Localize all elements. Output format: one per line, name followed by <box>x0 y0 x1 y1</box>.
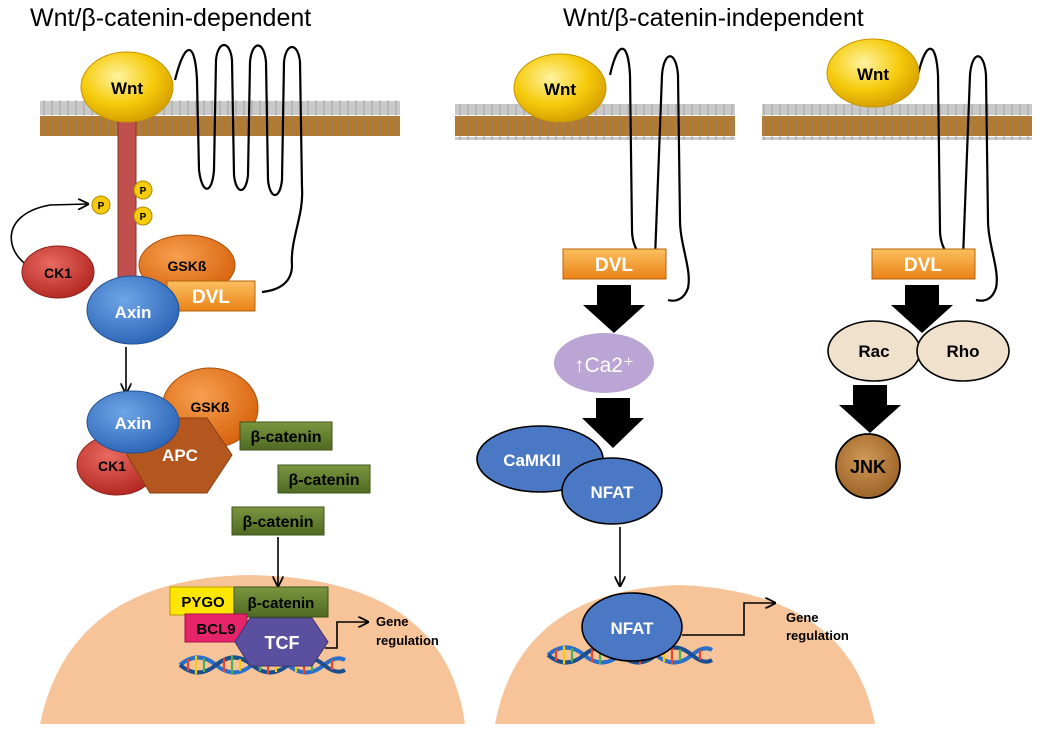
axin-top <box>86 275 180 345</box>
calcium-to-camkii-arrow <box>582 398 644 448</box>
svg-text:P: P <box>140 212 147 223</box>
title-dependent: Wnt/β-catenin-dependent <box>30 4 311 32</box>
gene-regulation-arrow-middle <box>682 603 775 636</box>
dvl-right-label: DVL <box>904 255 942 276</box>
svg-text:P: P <box>98 201 105 212</box>
axin-complex <box>86 390 180 454</box>
gene-regulation-arrow-left <box>325 622 368 649</box>
axin-complex-label: Axin <box>115 414 152 433</box>
phospho-group-3: P <box>133 206 153 226</box>
beta-catenin-free-2 <box>277 464 371 494</box>
rho-label: Rho <box>946 342 979 361</box>
phospho-group-1: P <box>91 195 111 215</box>
frizzled-receptor-right <box>916 47 998 302</box>
dvl-middle <box>562 248 667 280</box>
apc-label: APC <box>162 446 198 465</box>
jnk-label: JNK <box>850 457 886 477</box>
ck1-top <box>21 245 95 299</box>
pygo <box>169 586 237 616</box>
dvl-left <box>166 280 256 312</box>
tcf-label: TCF <box>265 633 300 653</box>
rac-to-jnk-arrow <box>839 385 901 433</box>
gsk3b-top-label: GSKß <box>168 258 207 274</box>
nfat-label: NFAT <box>590 483 634 502</box>
beta-catenin-free-3-label: β-catenin <box>242 514 313 531</box>
beta-catenin-free-2-label: β-catenin <box>288 472 359 489</box>
pygo-label: PYGO <box>181 594 225 611</box>
gsk3b-complex-label: GSKß <box>191 399 230 415</box>
bcl9-label: BCL9 <box>196 621 235 638</box>
tcf <box>234 617 329 667</box>
beta-catenin-free-1 <box>239 421 333 451</box>
dvl-right <box>871 248 976 280</box>
wnt-ligand-left <box>80 51 174 123</box>
frizzled-receptor-left <box>173 43 304 294</box>
wnt-label-right: Wnt <box>857 65 889 84</box>
dvl-left-label: DVL <box>192 287 230 308</box>
nfat-nuclear <box>581 592 683 662</box>
phospho-group-2: P <box>133 180 153 200</box>
gene-regulation-middle-line2: regulation <box>786 628 849 643</box>
wnt-label-left: Wnt <box>111 79 143 98</box>
nfat <box>561 457 663 525</box>
nucleus-middle <box>495 585 875 724</box>
beta-catenin-nuclear-label: β-catenin <box>248 595 315 612</box>
membrane-right <box>762 104 1032 140</box>
dvl-to-rac-rho-arrow <box>891 285 953 333</box>
camkii-label: CaMKII <box>503 451 561 470</box>
beta-catenin-free-1-label: β-catenin <box>250 429 321 446</box>
nfat-nuclear-label: NFAT <box>610 619 654 638</box>
gene-regulation-left-line1: Gene <box>376 614 409 629</box>
calcium-label: ↑Ca2⁺ <box>574 354 634 377</box>
wnt-ligand-middle <box>513 53 607 123</box>
dvl-to-calcium-arrow <box>583 285 645 333</box>
rho <box>916 320 1010 382</box>
beta-catenin-free-3 <box>231 506 325 536</box>
wnt-label-middle: Wnt <box>544 80 576 99</box>
jnk <box>835 433 901 499</box>
gene-regulation-middle-line1: Gene <box>786 610 819 625</box>
wnt-ligand-right <box>826 38 920 108</box>
frizzled-receptor-middle <box>608 47 690 302</box>
rac-label: Rac <box>858 342 889 361</box>
axin-top-label: Axin <box>115 303 152 322</box>
gene-regulation-left-line2: regulation <box>376 633 439 648</box>
beta-catenin-nuclear <box>233 586 329 618</box>
svg-text:P: P <box>140 186 147 197</box>
lrp-coreceptor <box>117 104 137 284</box>
ck1-complex-label: CK1 <box>98 458 126 474</box>
dvl-middle-label: DVL <box>595 255 633 276</box>
ck1-top-label: CK1 <box>44 265 72 281</box>
title-independent: Wnt/β-catenin-independent <box>563 4 864 32</box>
calcium <box>554 333 654 393</box>
